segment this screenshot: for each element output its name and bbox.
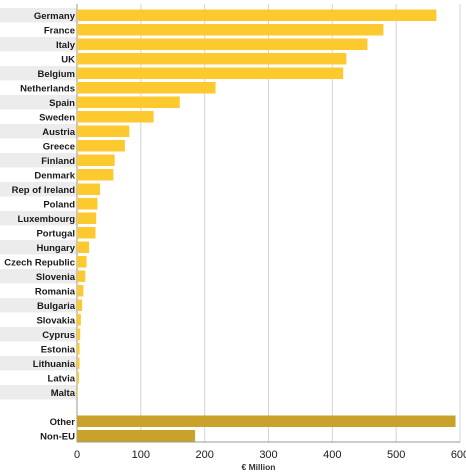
category-label: Cyprus (42, 330, 75, 341)
category-label: Poland (43, 199, 75, 210)
x-tick-label: 600 (451, 449, 466, 461)
category-label: Hungary (36, 243, 75, 254)
category-label: Germany (34, 11, 76, 22)
label-band (0, 269, 77, 284)
category-label: France (44, 25, 75, 36)
category-label: Sweden (39, 112, 75, 123)
bar-slovenia (77, 270, 86, 282)
x-tick-label: 200 (195, 449, 213, 461)
label-band (0, 211, 77, 226)
bars (77, 9, 456, 442)
label-band (0, 327, 77, 342)
bar-france (77, 24, 384, 36)
label-band (0, 298, 77, 313)
bar-germany (77, 9, 437, 21)
label-band (0, 124, 77, 139)
category-labels: Germany France Italy UK Belgium Netherlands Sp… (4, 11, 75, 443)
bar-austria (77, 125, 130, 137)
label-band (0, 240, 77, 255)
bar-italy (77, 38, 368, 50)
bar-romania (77, 285, 84, 297)
bar-bulgaria (77, 299, 83, 311)
category-label: Non-EU (40, 431, 75, 442)
x-tick-label: 0 (74, 449, 80, 461)
bar-sweden (77, 111, 154, 123)
category-label: Austria (42, 127, 75, 138)
bar-uk (77, 53, 347, 65)
bar-latvia (77, 372, 79, 384)
x-tick-label: 100 (132, 449, 150, 461)
label-band (0, 182, 77, 197)
category-label: Belgium (38, 69, 75, 80)
bar-rep-of-ireland (77, 183, 100, 195)
x-tick-label: 400 (323, 449, 341, 461)
category-label: Slovakia (36, 315, 75, 326)
label-band (0, 8, 77, 23)
x-axis-title: € Million (242, 462, 276, 472)
bar-finland (77, 154, 115, 166)
label-band (0, 153, 77, 168)
category-label: Rep of Ireland (12, 185, 76, 196)
label-band (0, 95, 77, 110)
bar-czech-republic (77, 256, 87, 268)
category-label: Luxembourg (17, 214, 75, 225)
label-band (0, 66, 77, 81)
bar-belgium (77, 67, 344, 79)
category-label: Portugal (36, 228, 75, 239)
category-label: Netherlands (20, 83, 75, 94)
bar-greece (77, 140, 125, 152)
category-label: Bulgaria (37, 301, 76, 312)
category-label: Italy (56, 40, 76, 51)
category-label: Czech Republic (4, 257, 75, 268)
category-label: Lithuania (33, 359, 76, 370)
category-label: Romania (35, 286, 76, 297)
bar-hungary (77, 241, 90, 253)
bar-non-eu (77, 430, 196, 442)
category-label: Estonia (41, 344, 76, 355)
bar-slovakia (77, 314, 81, 326)
category-label: UK (61, 54, 75, 65)
bar-poland (77, 198, 98, 210)
bar-cyprus (77, 328, 81, 340)
bar-other (77, 415, 456, 427)
bar-luxembourg (77, 212, 97, 224)
label-band (0, 37, 77, 52)
label-band (0, 385, 77, 400)
category-label: Spain (49, 98, 75, 109)
category-label: Denmark (34, 170, 75, 181)
bar-malta (77, 386, 78, 398)
label-bands (0, 8, 77, 400)
x-tick-label: 300 (259, 449, 277, 461)
category-label: Finland (41, 156, 75, 167)
bar-denmark (77, 169, 114, 181)
bar-portugal (77, 227, 96, 239)
label-band (0, 356, 77, 371)
category-label: Slovenia (36, 272, 76, 283)
bar-spain (77, 96, 180, 108)
category-label: Greece (43, 141, 75, 152)
category-label: Latvia (48, 373, 76, 384)
bar-estonia (77, 343, 80, 355)
category-label: Other (50, 417, 76, 428)
category-label: Malta (51, 388, 76, 399)
x-tick-label: 500 (387, 449, 405, 461)
bar-lithuania (77, 357, 80, 369)
bar-netherlands (77, 82, 216, 94)
x-tick-labels: 0 100 200 300 400 500 600 (74, 449, 466, 461)
